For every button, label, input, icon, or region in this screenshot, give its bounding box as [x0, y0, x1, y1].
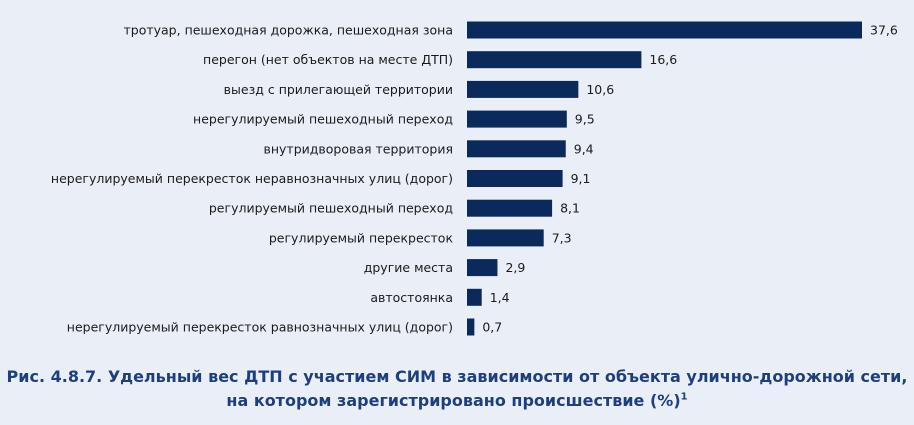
bar	[467, 318, 475, 336]
footnote-mark: 1	[680, 391, 688, 403]
value-label: 10,6	[586, 82, 614, 97]
bar	[467, 229, 544, 247]
category-label: регулируемый пешеходный переход	[209, 201, 453, 216]
figure-caption-line-2: на котором зарегистрировано происшествие…	[0, 390, 914, 412]
value-label: 8,1	[560, 201, 580, 216]
category-label: нерегулируемый перекресток неравнозначны…	[51, 171, 453, 186]
category-label: нерегулируемый пешеходный переход	[193, 112, 453, 127]
bar-chart: тротуар, пешеходная дорожка, пешеходная …	[51, 21, 898, 336]
bar	[467, 80, 579, 98]
value-label: 37,6	[870, 23, 898, 38]
category-label: автостоянка	[370, 290, 453, 305]
bar	[467, 170, 563, 187]
value-label: 7,3	[552, 230, 572, 245]
bar	[467, 110, 567, 128]
bar	[467, 259, 498, 277]
value-label: 9,5	[575, 112, 595, 127]
value-label: 2,9	[505, 260, 525, 275]
figure-caption-line-1: Рис. 4.8.7. Удельный вес ДТП с участием …	[0, 366, 914, 388]
caption-text-2: на котором зарегистрировано происшествие…	[226, 391, 681, 410]
category-label: перегон (нет объектов на месте ДТП)	[203, 52, 453, 67]
category-label: внутридворовая территория	[263, 141, 453, 156]
bar	[467, 140, 566, 158]
value-label: 0,7	[482, 320, 502, 335]
value-label: 16,6	[649, 52, 677, 67]
value-label: 9,4	[574, 141, 594, 156]
bar	[467, 21, 862, 39]
category-label: другие места	[364, 260, 453, 275]
category-label: выезд с прилегающей территории	[224, 82, 453, 97]
category-label: тротуар, пешеходная дорожка, пешеходная …	[123, 23, 453, 38]
bar	[467, 199, 553, 217]
value-label: 1,4	[490, 290, 510, 305]
category-label: нерегулируемый перекресток равнозначных …	[67, 320, 453, 335]
caption-text-1: Рис. 4.8.7. Удельный вес ДТП с участием …	[6, 367, 908, 386]
value-label: 9,1	[571, 171, 591, 186]
bar	[467, 51, 642, 69]
bar	[467, 288, 482, 306]
category-label: регулируемый перекресток	[269, 230, 454, 245]
